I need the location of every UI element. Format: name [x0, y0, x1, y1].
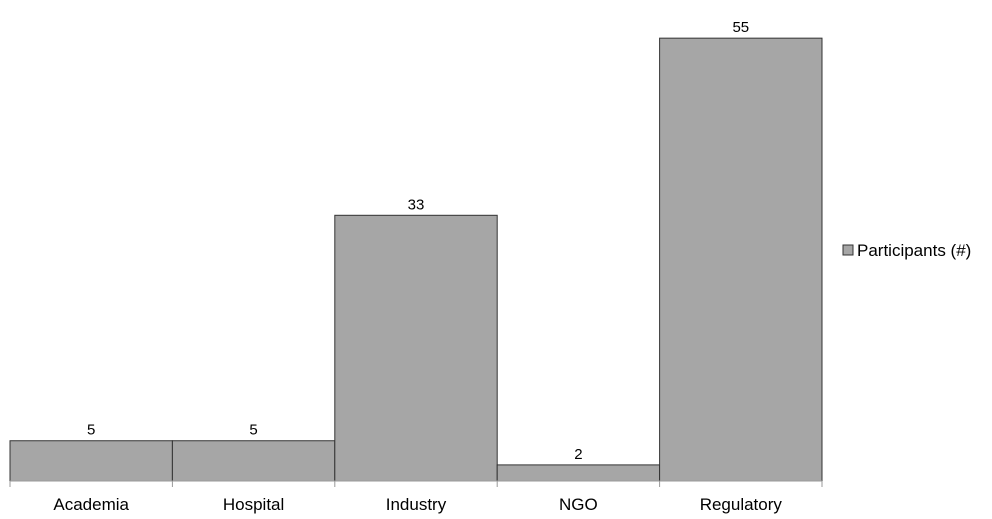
x-tick-label-ngo: NGO — [559, 495, 598, 514]
data-label-academia: 5 — [87, 422, 95, 439]
data-label-industry: 33 — [408, 196, 425, 213]
data-label-regulatory: 55 — [732, 19, 749, 36]
legend: Participants (#) — [842, 241, 971, 260]
x-tick-label-industry: Industry — [386, 495, 447, 514]
data-label-ngo: 2 — [574, 446, 582, 463]
bar-industry — [334, 214, 498, 482]
bar-ngo — [496, 464, 661, 482]
legend-label: Participants (#) — [857, 241, 971, 260]
data-label-hospital: 5 — [249, 422, 257, 439]
bars-group — [9, 37, 823, 482]
x-tick-labels-group: Academia Hospital Industry NGO Regulatory — [53, 495, 782, 514]
x-tick-label-academia: Academia — [53, 495, 129, 514]
bar-academia — [9, 440, 173, 482]
x-tick-label-regulatory: Regulatory — [700, 495, 783, 514]
legend-swatch — [842, 244, 854, 256]
x-tick-label-hospital: Hospital — [223, 495, 284, 514]
x-ticks-group — [9, 481, 823, 487]
bar-hospital — [171, 440, 336, 482]
bar-regulatory — [659, 37, 823, 482]
